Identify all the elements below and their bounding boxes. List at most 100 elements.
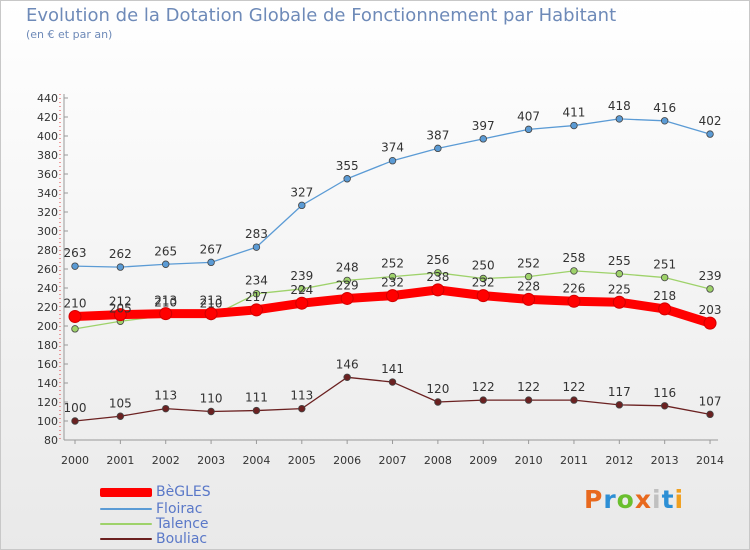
data-label-floirac: 411 <box>563 106 586 120</box>
chart-series <box>68 115 717 425</box>
data-point-floirac <box>434 144 442 153</box>
legend-swatch-talence <box>100 523 152 525</box>
y-tick-label: 320 <box>37 206 58 219</box>
data-label-floirac: 416 <box>653 101 676 115</box>
y-tick-label: 260 <box>37 263 58 276</box>
data-point-floirac <box>252 243 261 251</box>
y-tick-label: 340 <box>37 187 58 200</box>
data-label-floirac: 407 <box>517 109 540 123</box>
data-label-bgles: 224 <box>290 283 313 297</box>
y-tick-label: 360 <box>37 168 58 181</box>
y-tick-label: 280 <box>37 244 58 257</box>
data-point-floirac <box>479 135 487 143</box>
data-point-bouliac <box>479 396 487 404</box>
data-point-bouliac <box>71 417 79 425</box>
data-label-talence: 248 <box>336 260 359 274</box>
data-point-bouliac <box>207 407 215 416</box>
data-point-bouliac <box>434 398 442 406</box>
legend-swatch-bouliac <box>100 538 152 540</box>
data-point-bgles <box>204 307 218 321</box>
data-point-floirac <box>660 117 669 125</box>
y-tick-label: 80 <box>44 434 58 447</box>
legend-label-talence: Talence <box>156 516 209 532</box>
data-point-floirac <box>706 130 714 138</box>
data-label-bgles: 218 <box>653 289 676 303</box>
x-tick-label: 2002 <box>152 454 180 467</box>
y-tick-label: 180 <box>37 339 58 352</box>
data-label-floirac: 374 <box>381 141 404 155</box>
chart-axes: 80 100 120 140 160 180 200 220 240 260 280 300 320 34… <box>37 92 724 467</box>
y-tick-label: 120 <box>37 396 58 409</box>
y-tick-label: 220 <box>37 301 58 314</box>
data-point-bgles <box>386 289 400 303</box>
data-point-bouliac <box>660 402 669 410</box>
data-point-talence <box>524 272 533 281</box>
y-tick-label: 160 <box>37 358 58 371</box>
data-label-talence: 258 <box>563 251 586 265</box>
data-label-bouliac: 105 <box>109 396 132 410</box>
data-point-talence <box>660 273 669 282</box>
proxiti-logo: Proxiti <box>584 485 684 514</box>
chart-subtitle: (en € et par an) <box>26 28 113 41</box>
data-point-floirac <box>116 263 125 271</box>
logo-letter: r <box>603 485 617 514</box>
data-point-talence <box>388 272 397 281</box>
data-label-talence: 210 <box>200 297 223 311</box>
data-point-bouliac <box>524 396 533 404</box>
y-tick-label: 420 <box>37 111 58 124</box>
data-label-bouliac: 107 <box>699 394 722 408</box>
data-point-bgles <box>340 291 354 305</box>
data-point-talence <box>71 325 79 333</box>
x-tick-label: 2003 <box>197 454 225 467</box>
data-point-bouliac <box>570 396 578 404</box>
data-point-talence <box>434 269 442 277</box>
legend-item-bouliac: Bouliac <box>100 531 207 547</box>
data-label-bgles: 203 <box>699 303 722 317</box>
data-label-bgles: 226 <box>563 281 586 295</box>
data-label-talence: 255 <box>608 254 631 268</box>
data-label-floirac: 402 <box>699 114 722 128</box>
data-label-bouliac: 120 <box>426 382 449 396</box>
data-label-bouliac: 117 <box>608 385 631 399</box>
data-point-talence <box>570 267 578 275</box>
data-label-bouliac: 113 <box>154 389 177 403</box>
legend-swatch-begles <box>100 487 152 497</box>
logo-letter: t <box>661 485 675 514</box>
data-label-talence: 239 <box>290 269 313 283</box>
x-tick-label: 2006 <box>333 454 361 467</box>
data-label-bgles: 217 <box>245 290 268 304</box>
data-label-bouliac: 146 <box>336 357 359 371</box>
x-tick-label: 2000 <box>61 454 89 467</box>
data-label-bgles: 229 <box>336 278 359 292</box>
data-label-talence: 234 <box>245 274 268 288</box>
data-point-floirac <box>207 258 215 267</box>
data-point-floirac <box>71 262 79 270</box>
legend-item-talence: Talence <box>100 516 209 532</box>
data-point-floirac <box>615 115 624 123</box>
logo-letter: x <box>634 485 652 514</box>
data-point-bgles <box>295 296 309 310</box>
data-point-bgles <box>522 292 536 306</box>
data-label-talence: 205 <box>109 301 132 315</box>
data-point-bouliac <box>706 410 714 419</box>
data-point-bgles <box>612 295 626 309</box>
data-label-bgles: 238 <box>426 270 449 284</box>
y-tick-label: 300 <box>37 225 58 238</box>
x-tick-label: 2009 <box>469 454 497 467</box>
data-label-bouliac: 116 <box>653 386 676 400</box>
data-label-floirac: 263 <box>64 246 87 260</box>
data-point-floirac <box>570 121 578 130</box>
data-label-floirac: 265 <box>154 244 177 258</box>
logo-letter: P <box>584 485 604 514</box>
x-tick-label: 2005 <box>288 454 316 467</box>
legend-label-begles: BèGLES <box>156 484 211 500</box>
data-label-floirac: 283 <box>245 227 268 241</box>
data-point-bouliac <box>615 401 624 409</box>
y-tick-label: 140 <box>37 377 58 390</box>
data-point-bgles <box>476 289 490 303</box>
data-label-talence: 210 <box>154 296 177 310</box>
data-point-bgles <box>68 310 82 323</box>
data-label-talence: 252 <box>517 257 540 271</box>
data-point-talence <box>615 270 624 278</box>
